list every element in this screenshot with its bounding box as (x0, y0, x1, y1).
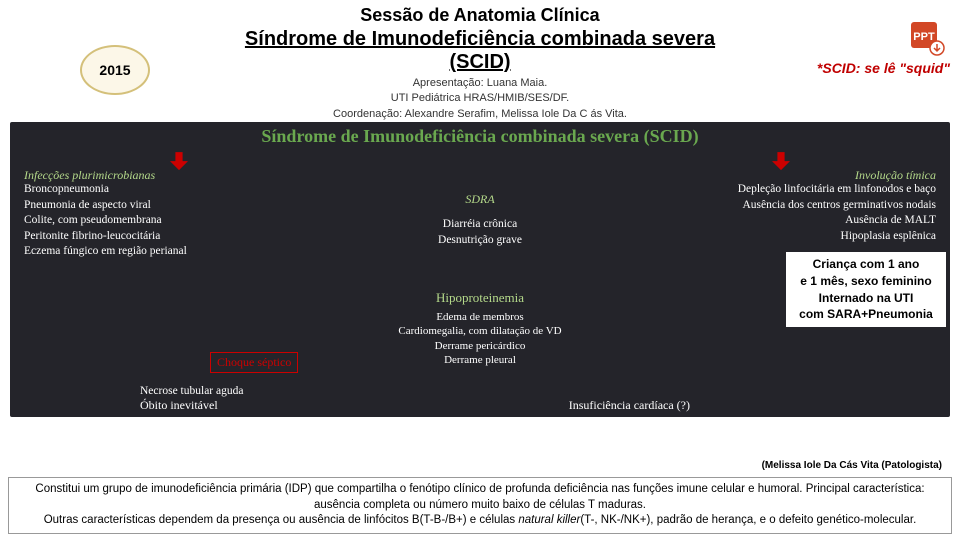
patient-line: com SARA+Pneumonia (790, 306, 942, 323)
left-section-label: Infecções plurimicrobianas (24, 168, 155, 183)
list-item: Pneumonia de aspecto viral (24, 198, 254, 214)
list-item: Colite, com pseudomembrana (24, 213, 254, 229)
syndrome-line2: (SCID) (10, 51, 950, 74)
arrow-down-icon (772, 152, 790, 170)
definition-box: Constitui um grupo de imunodeficiência p… (8, 477, 952, 534)
list-item: Ausência dos centros germinativos nodais (716, 198, 936, 214)
right-section-label: Involução tímica (855, 168, 936, 183)
credits-line: UTI Pediátrica HRAS/HMIB/SES/DF. (10, 91, 950, 106)
list-item: Broncopneumonia (24, 182, 254, 198)
hypo-label: Hipoproteinemia (436, 290, 524, 306)
obito-label: Óbito inevitável (140, 398, 218, 413)
shock-box: Choque séptico (210, 352, 298, 373)
list-item: Cardiomegalia, com dilatação de VD (398, 324, 561, 338)
diagram-title: Síndrome de Imunodeficiência combinada s… (10, 122, 950, 147)
definition-line2: Outras características dependem da prese… (19, 513, 941, 529)
list-item: Ausência de MALT (716, 213, 936, 229)
credits-line: Coordenação: Alexandre Serafim, Melissa … (10, 107, 950, 122)
definition-line1: Constitui um grupo de imunodeficiência p… (19, 482, 941, 513)
syndrome-line1: Síndrome de Imunodeficiência combinada s… (245, 28, 715, 50)
patient-info-box: Criança com 1 ano e 1 mês, sexo feminino… (786, 252, 946, 327)
list-item: Diarréia crônica (438, 217, 522, 233)
list-item: Depleção linfocitária em linfonodos e ba… (716, 182, 936, 198)
left-column: Broncopneumonia Pneumonia de aspecto vir… (24, 182, 254, 260)
list-item: Eczema fúngico em região perianal (24, 244, 254, 260)
necrose-label: Necrose tubular aguda (140, 385, 243, 397)
list-item: Edema de membros (398, 310, 561, 324)
arrow-down-icon (170, 152, 188, 170)
mid-column: SDRA Diarréia crônica Desnutrição grave (438, 192, 522, 248)
mid-section-label: SDRA (438, 192, 522, 207)
list-item: Derrame pleural (398, 353, 561, 367)
credits-block: Apresentação: Luana Maia. UTI Pediátrica… (10, 76, 950, 122)
insuf-label: Insuficiência cardíaca (?) (569, 398, 690, 413)
list-item: Peritonite fibrino-leucocitária (24, 229, 254, 245)
hypo-items: Edema de membros Cardiomegalia, com dila… (398, 310, 561, 367)
right-column: Depleção linfocitária em linfonodos e ba… (716, 182, 936, 244)
list-item: Derrame pericárdico (398, 339, 561, 353)
patient-line: Internado na UTI (790, 290, 942, 307)
patient-line: Criança com 1 ano (790, 256, 942, 273)
credits-line: Apresentação: Luana Maia. (10, 76, 950, 91)
patient-line: e 1 mês, sexo feminino (790, 273, 942, 290)
header: Sessão de Anatomia Clínica Síndrome de I… (0, 0, 960, 122)
syndrome-title: Síndrome de Imunodeficiência combinada s… (10, 28, 950, 74)
list-item: Hipoplasia esplênica (716, 229, 936, 245)
session-title: Sessão de Anatomia Clínica (10, 5, 950, 26)
list-item: Desnutrição grave (438, 233, 522, 249)
pathologist-credit: (Melissa Iole Da Cás Vita (Patologista) (762, 460, 942, 471)
